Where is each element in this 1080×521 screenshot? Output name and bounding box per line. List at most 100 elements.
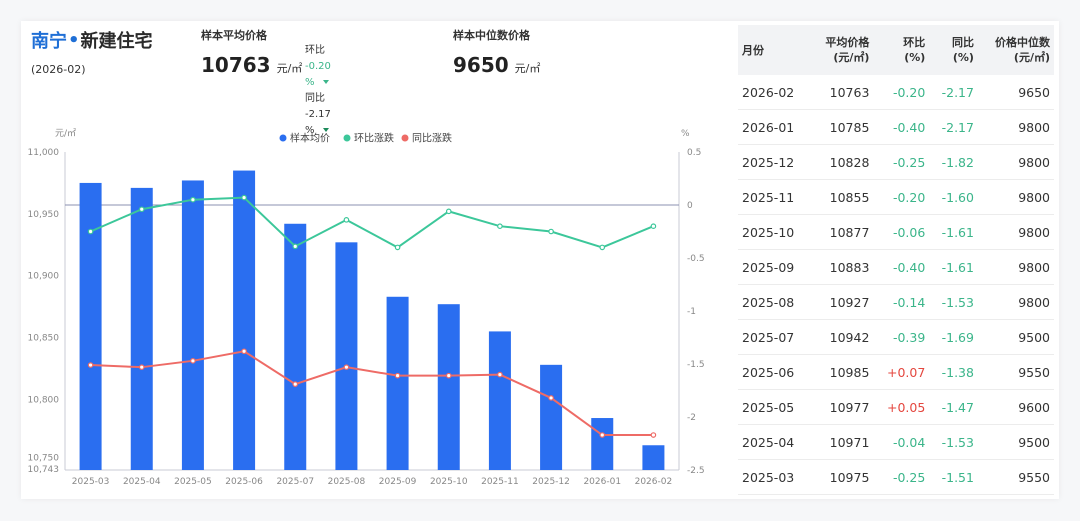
median-price-label: 样本中位数价格 — [453, 29, 530, 42]
bar-2025-11 — [488, 331, 511, 470]
cell-median-price: 9500 — [977, 319, 1054, 355]
yoy-point — [497, 371, 503, 378]
right-tick-label: 0.5 — [687, 148, 701, 158]
mom-point — [394, 244, 401, 251]
cell-yoy: -1.60 — [929, 179, 978, 215]
bar-2025-04 — [130, 187, 153, 470]
x-tick-label: 2025-03 — [72, 477, 110, 486]
report-card: 南宁 • 新建住宅 (2026-02) 样本平均价格 10763 元/㎡ 环比 -0… — [21, 21, 1059, 499]
legend-marker — [279, 134, 287, 142]
avg-price-value: 10763 — [201, 53, 271, 77]
col-header-month: 月份 — [742, 43, 764, 57]
avg-price-unit: 元/㎡ — [276, 62, 303, 75]
bar-2026-02 — [642, 445, 665, 470]
cell-mom: -0.20 — [873, 75, 930, 110]
cell-avg-price: 10785 — [810, 109, 874, 145]
right-tick-label: -0.5 — [687, 254, 705, 264]
mom-point — [241, 194, 247, 201]
table-row: 2025-06 10985 +0.07 -1.38 9550 — [738, 354, 1054, 390]
cell-median-price: 9800 — [977, 109, 1054, 145]
legend-marker — [343, 134, 351, 142]
col-header-median-price: 价格中位数 (元/㎡) — [995, 36, 1050, 64]
col-header-mom: 环比 (%) — [903, 36, 926, 64]
cell-yoy: -2.17 — [929, 109, 978, 145]
x-tick-label: 2025-06 — [225, 477, 263, 486]
page-title: 南宁 • 新建住宅 — [31, 27, 153, 53]
cell-median-price: 9500 — [977, 424, 1054, 460]
mom-point — [445, 208, 452, 215]
cell-month: 2025-03 — [738, 459, 811, 495]
cell-mom: -0.25 — [873, 144, 930, 180]
city-name: 南宁 — [31, 31, 67, 52]
cell-avg-price: 10971 — [810, 424, 874, 460]
x-tick-label: 2025-04 — [123, 477, 161, 486]
title-dot: • — [68, 29, 80, 51]
table-row: 2025-04 10971 -0.04 -1.53 9500 — [738, 424, 1054, 460]
cell-month: 2026-02 — [738, 75, 811, 110]
table-row: 2025-11 10855 -0.20 -1.60 9800 — [738, 179, 1054, 215]
mom-point — [548, 228, 554, 235]
mom-point — [343, 217, 350, 223]
cell-yoy: -1.69 — [929, 319, 978, 355]
cell-month: 2025-09 — [738, 249, 811, 285]
table-row: 2026-02 10763 -0.20 -2.17 9650 — [738, 75, 1054, 110]
cell-median-price: 9550 — [977, 459, 1054, 495]
cell-avg-price: 10828 — [810, 144, 874, 180]
yoy-point — [138, 364, 145, 370]
right-axis-unit: % — [681, 129, 690, 139]
median-price-value: 9650 — [453, 53, 509, 77]
cell-median-price: 9800 — [977, 179, 1054, 215]
price-table-panel: 月份 平均价格 (元/㎡) 环比 (%) 同比 (%) 价格中位数 (元/㎡) 2026-02 1… — [738, 25, 1054, 495]
table-row: 2025-03 10975 -0.25 -1.51 9550 — [738, 459, 1054, 495]
cell-month: 2025-08 — [738, 284, 811, 320]
bar-2025-03 — [79, 182, 102, 471]
avg-price-metric: 样本平均价格 10763 元/㎡ 环比 -0.20 % 同比 -2.17 % — [201, 27, 331, 136]
right-tick-label: -2 — [687, 413, 696, 423]
cell-mom: -0.40 — [873, 249, 930, 285]
cell-mom: -0.25 — [873, 459, 930, 495]
cell-month: 2026-01 — [738, 109, 811, 145]
table-row: 2025-10 10877 -0.06 -1.61 9800 — [738, 214, 1054, 250]
legend-label: 同比涨跌 — [412, 132, 452, 145]
x-tick-label: 2025-12 — [532, 477, 570, 486]
cell-avg-price: 10942 — [810, 319, 874, 355]
table-row: 2025-08 10927 -0.14 -1.53 9800 — [738, 284, 1054, 320]
chart-panel: 南宁 • 新建住宅 (2026-02) 样本平均价格 10763 元/㎡ 环比 -0… — [21, 21, 721, 499]
cell-yoy: -1.53 — [929, 284, 978, 320]
legend-label: 环比涨跌 — [354, 132, 394, 145]
left-tick-label: 10,743 — [28, 465, 60, 475]
mom-value: -0.20 % — [305, 61, 331, 88]
avg-price-label: 样本平均价格 — [201, 29, 267, 42]
cell-mom: +0.07 — [873, 354, 930, 390]
left-tick-label: 10,900 — [28, 272, 60, 282]
title-block: 南宁 • 新建住宅 (2026-02) — [31, 27, 153, 77]
yoy-change: 同比 -2.17 % — [305, 91, 331, 139]
right-tick-label: -1 — [687, 307, 696, 317]
mom-point — [190, 196, 196, 203]
cell-avg-price: 10985 — [810, 354, 874, 390]
cell-mom: -0.20 — [873, 179, 930, 215]
col-header-yoy: 同比 (%) — [951, 36, 974, 64]
price-chart: 元/㎡ % 11,000 10,950 10,900 10,850 10,800 10,750… — [28, 128, 705, 486]
cell-month: 2025-10 — [738, 214, 811, 250]
table-row: 2025-09 10883 -0.40 -1.61 9800 — [738, 249, 1054, 285]
legend-label: 样本均价 — [290, 132, 330, 145]
x-tick-label: 2025-10 — [430, 477, 468, 486]
mom-point — [599, 244, 606, 251]
right-tick-label: 0 — [687, 201, 693, 211]
mom-point — [292, 243, 299, 250]
median-price-metric: 样本中位数价格 9650 元/㎡ — [453, 27, 540, 77]
cell-yoy: -1.51 — [929, 459, 978, 495]
table-row: 2026-01 10785 -0.40 -2.17 9800 — [738, 109, 1054, 145]
col-header-avg-price: 平均价格 (元/㎡) — [825, 36, 870, 64]
left-tick-label: 10,950 — [28, 210, 60, 220]
cell-median-price: 9800 — [977, 284, 1054, 320]
cell-avg-price: 10883 — [810, 249, 874, 285]
cell-yoy: -1.61 — [929, 249, 978, 285]
x-tick-label: 2025-07 — [276, 477, 314, 486]
cell-avg-price: 10975 — [810, 459, 874, 495]
x-tick-label: 2026-01 — [583, 477, 621, 486]
left-tick-label: 10,750 — [28, 453, 60, 463]
table-header-row: 月份 平均价格 (元/㎡) 环比 (%) 同比 (%) 价格中位数 (元/㎡) — [738, 25, 1054, 75]
cell-median-price: 9800 — [977, 249, 1054, 285]
